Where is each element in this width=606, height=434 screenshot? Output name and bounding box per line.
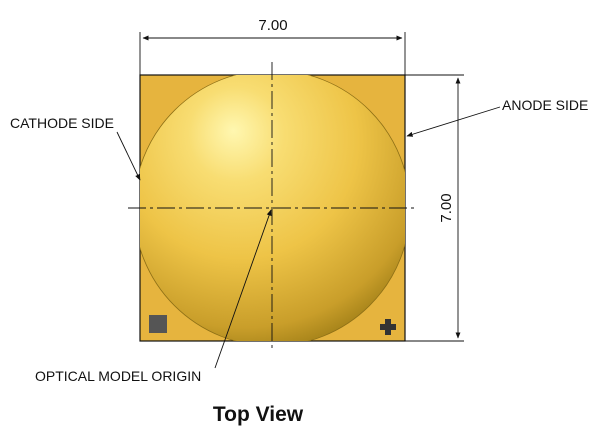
height-dimension: 7.00: [405, 74, 464, 342]
width-dimension-label: 7.00: [258, 17, 287, 34]
anode-side-label: ANODE SIDE: [502, 97, 588, 113]
lens-dome: [140, 75, 405, 341]
view-caption: Top View: [213, 403, 304, 426]
height-dimension-label: 7.00: [438, 193, 455, 222]
optical-origin-callout: OPTICAL MODEL ORIGIN: [35, 209, 272, 384]
cathode-side-label: CATHODE SIDE: [10, 115, 114, 131]
anode-mark-plus-icon: [380, 319, 396, 335]
optical-model-origin-label: OPTICAL MODEL ORIGIN: [35, 368, 201, 384]
cathode-side-callout: CATHODE SIDE: [10, 115, 141, 181]
anode-side-callout: ANODE SIDE: [406, 97, 588, 137]
width-dimension: 7.00: [139, 17, 406, 75]
cathode-mark-square-icon: [149, 315, 167, 333]
